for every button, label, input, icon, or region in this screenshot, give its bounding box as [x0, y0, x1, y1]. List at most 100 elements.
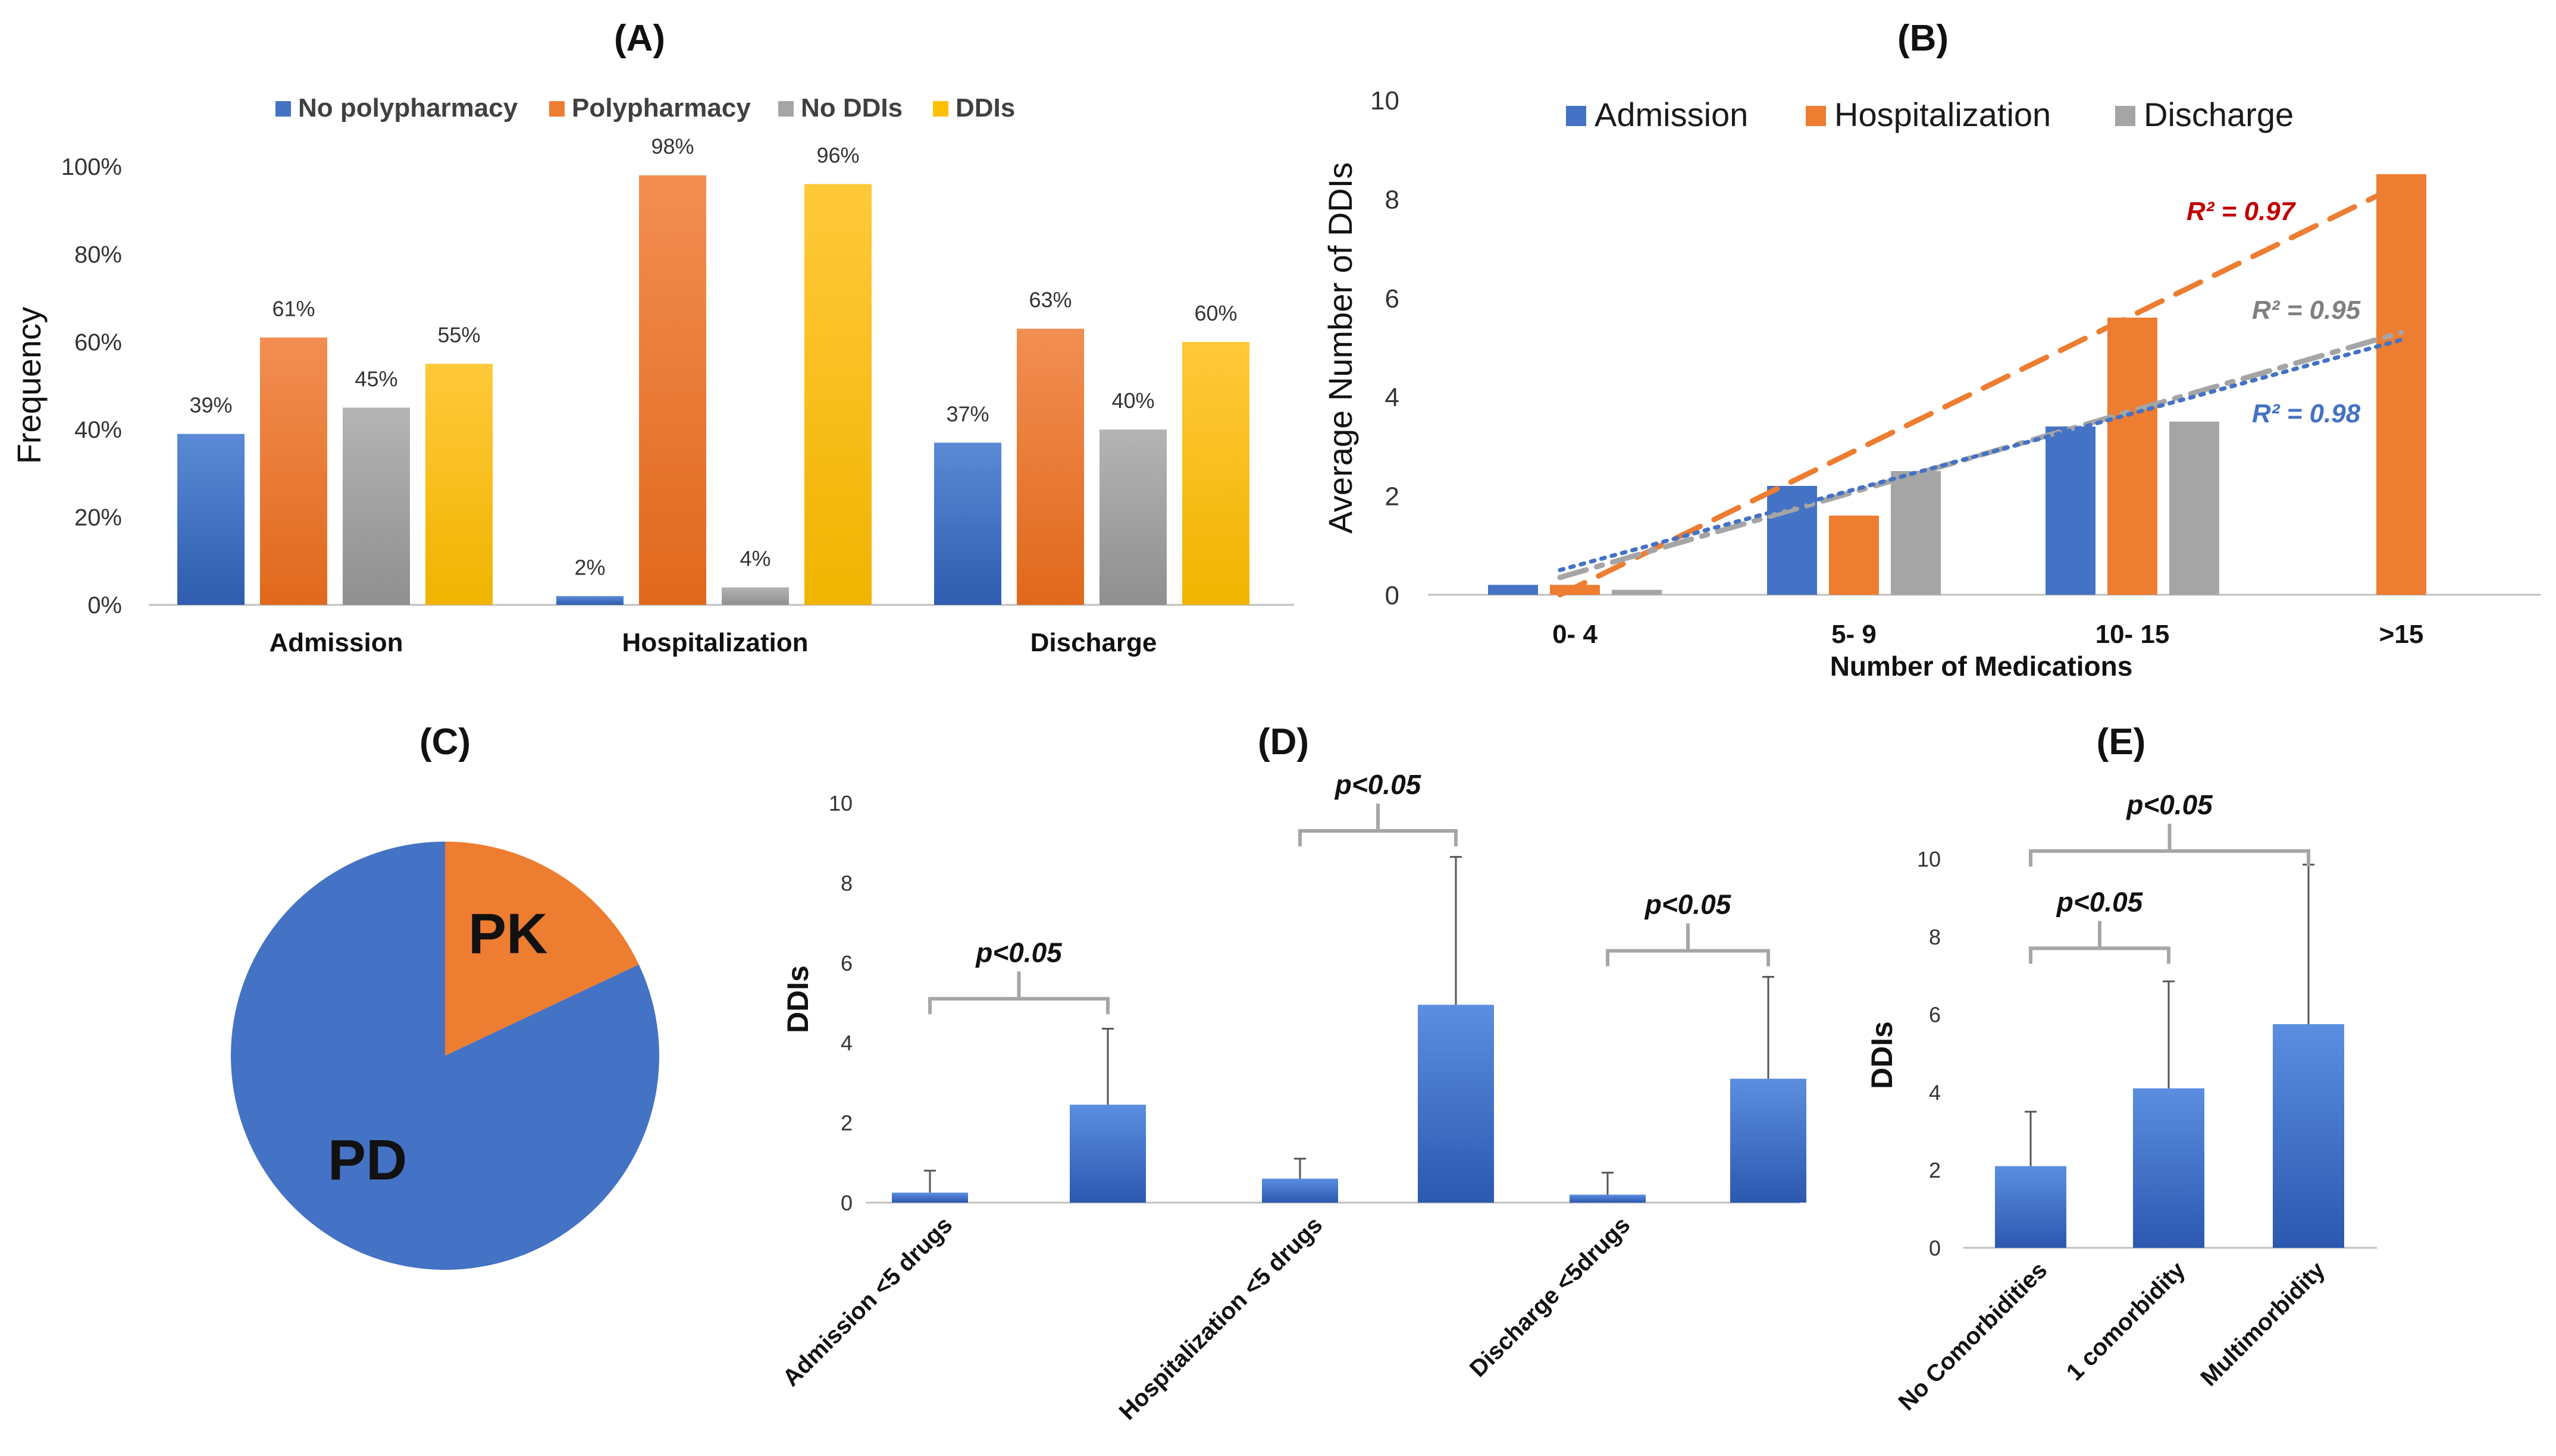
- panel-e-y-tick: 2: [1929, 1158, 1941, 1182]
- panel-b-category-label: >15: [2379, 620, 2424, 649]
- panel-b-legend-label: Hospitalization: [1834, 96, 2051, 133]
- panel-e-significance-bracket: [2029, 823, 2310, 867]
- panel-a-data-label: 63%: [1029, 288, 1072, 312]
- panel-b-trendlines: R² = 0.97 R² = 0.95 R² = 0.98: [1557, 181, 2404, 598]
- panel-b-xlabel: Number of Medications: [1830, 651, 2133, 682]
- panel-a-data-label: 61%: [272, 296, 315, 321]
- panel-a-title: (A): [614, 18, 665, 59]
- panel-e-category-label: Multimorbidity: [2195, 1257, 2330, 1391]
- panel-e-significance-bracket: [2029, 921, 2170, 964]
- panel-d-bar: [1570, 1194, 1646, 1203]
- panel-d-bars: p<0.05 p<0.05 p<0.05: [892, 769, 1806, 1203]
- panel-a-legend-label: No DDIs: [801, 93, 903, 123]
- panel-b-legend: Admission Hospitalization Discharge: [1566, 96, 2294, 133]
- panel-a-y-tick: 100%: [61, 154, 122, 180]
- panel-a-category-label: Discharge: [1030, 628, 1157, 657]
- panel-b-bar: [1891, 471, 1941, 595]
- panel-a-data-label: 45%: [355, 366, 397, 391]
- panel-b-legend-label: Discharge: [2144, 96, 2294, 133]
- panel-a-data-label: 98%: [651, 134, 694, 159]
- panel-a-bar: [556, 596, 624, 605]
- panel-e-bar: [2133, 1088, 2204, 1248]
- panel-d-category-label: Admission <5 drugs: [778, 1212, 957, 1391]
- panel-e-categories: No Comorbidities 1 comorbidity Multimorbid…: [1894, 1257, 2331, 1416]
- panel-b-bar: [1488, 585, 1538, 595]
- panel-a-data-label: 60%: [1194, 301, 1237, 325]
- panel-b-y-tick: 8: [1385, 185, 1399, 214]
- panel-b-y-axis: 0 2 4 6 8 10: [1370, 86, 1399, 610]
- panel-b-y-tick: 6: [1385, 284, 1399, 313]
- panel-a-bar: [1017, 328, 1084, 605]
- panel-a-ylabel: Frequency: [10, 307, 48, 465]
- panel-b-category-label: 5- 9: [1831, 620, 1877, 649]
- panel-b-bar: [2046, 426, 2095, 595]
- panel-a-data-label: 2%: [574, 555, 605, 579]
- panel-b-legend-swatch: [1806, 106, 1826, 126]
- panel-d-y-tick: 10: [829, 791, 853, 815]
- panel-a-y-tick: 60%: [74, 330, 122, 356]
- panel-a-y-axis: 0% 20% 40% 60% 80% 100%: [61, 154, 122, 619]
- panel-e-bars: p<0.05 p<0.05: [1995, 789, 2344, 1248]
- panel-e-y-axis: 0 2 4 6 8 10: [1917, 847, 1941, 1260]
- panel-b-bar: [2107, 318, 2157, 595]
- panel-a-bar: [343, 407, 410, 605]
- panel-b-y-tick: 4: [1385, 383, 1399, 412]
- panel-d-title: (D): [1258, 721, 1309, 762]
- panel-a-bar: [1100, 429, 1167, 605]
- panel-a-data-label: 37%: [946, 401, 989, 426]
- panel-b-bar: [2169, 421, 2219, 595]
- panel-e-bar: [2273, 1024, 2344, 1248]
- panel-d-category-label: Discharge <5drugs: [1465, 1212, 1636, 1382]
- panel-a: (A) No polypharmacy Polypharmacy No DDIs DD…: [10, 18, 1294, 657]
- panel-e-title: (E): [2097, 721, 2146, 762]
- panel-b-title: (B): [1897, 18, 1949, 59]
- panel-a-category-label: Admission: [270, 628, 403, 657]
- panel-c-pie: PK PD: [231, 842, 659, 1270]
- panel-b-ylabel: Average Number of DDIs: [1321, 162, 1359, 534]
- panel-e-y-tick: 10: [1917, 847, 1941, 871]
- panel-e-y-tick: 8: [1929, 925, 1941, 949]
- panel-c-slice-pk: [445, 842, 639, 1056]
- panel-b-legend-label: Admission: [1595, 96, 1748, 133]
- panel-e-y-tick: 4: [1929, 1080, 1941, 1104]
- panel-d-y-axis: 0 2 4 6 8 10: [829, 791, 853, 1215]
- panel-a-legend-label: No polypharmacy: [298, 93, 518, 123]
- panel-a-legend-swatch: [933, 101, 948, 117]
- panel-b-trendline: [1557, 181, 2404, 598]
- panel-a-bar: [1182, 341, 1249, 605]
- panel-a-legend-label: DDIs: [956, 93, 1015, 123]
- panel-d-y-tick: 2: [841, 1111, 853, 1135]
- panel-e-ylabel: DDIs: [1865, 1021, 1899, 1089]
- panel-b-bar: [1612, 589, 1662, 595]
- panel-a-legend-swatch: [275, 101, 291, 117]
- panel-e: (E) DDIs 0 2 4 6 8 10 p<0.05 p<0.05 No Comorbi…: [1865, 721, 2377, 1416]
- panel-a-data-label: 40%: [1111, 388, 1154, 413]
- panel-b-r2-label: R² = 0.98: [2252, 399, 2361, 428]
- panel-a-bar: [934, 443, 1001, 605]
- panel-b-y-tick: 0: [1385, 581, 1399, 610]
- panel-d-significance-bracket: [1606, 923, 1770, 967]
- panel-c-slice-pd: [231, 842, 659, 1270]
- panel-a-data-label: 96%: [816, 143, 859, 167]
- panel-a-bar: [177, 434, 245, 605]
- panel-e-category-label: No Comorbidities: [1894, 1257, 2053, 1416]
- panel-c-slice-label: PK: [468, 902, 547, 966]
- panel-d-y-tick: 4: [841, 1031, 853, 1055]
- panel-b-bars: [1488, 174, 2426, 595]
- panel-b-categories: 0- 4 5- 9 10- 15 >15: [1552, 620, 2423, 649]
- panel-d-p-value: p<0.05: [975, 937, 1063, 968]
- panel-a-categories: Admission Hospitalization Discharge: [270, 628, 1157, 657]
- panel-d-significance-bracket: [928, 971, 1110, 1015]
- panel-b: (B) Admission Hospitalization Discharge Av…: [1321, 18, 2541, 682]
- panel-d-p-value: p<0.05: [1644, 889, 1732, 920]
- panel-d-bar: [892, 1193, 968, 1203]
- panel-d-ylabel: DDIs: [781, 965, 815, 1033]
- panel-a-y-tick: 0%: [87, 592, 122, 619]
- panel-b-category-label: 10- 15: [2095, 620, 2170, 649]
- panel-a-bar: [639, 175, 706, 605]
- panel-a-y-tick: 80%: [74, 241, 122, 268]
- panel-a-bars: 39% 61% 45% 55% 2% 98% 4% 96% 37% 63% 40% 60%: [177, 134, 1249, 605]
- panel-e-category-label: 1 comorbidity: [2062, 1257, 2191, 1386]
- panel-a-data-label: 55%: [437, 323, 480, 347]
- panel-a-legend: No polypharmacy Polypharmacy No DDIs DDIs: [275, 93, 1015, 123]
